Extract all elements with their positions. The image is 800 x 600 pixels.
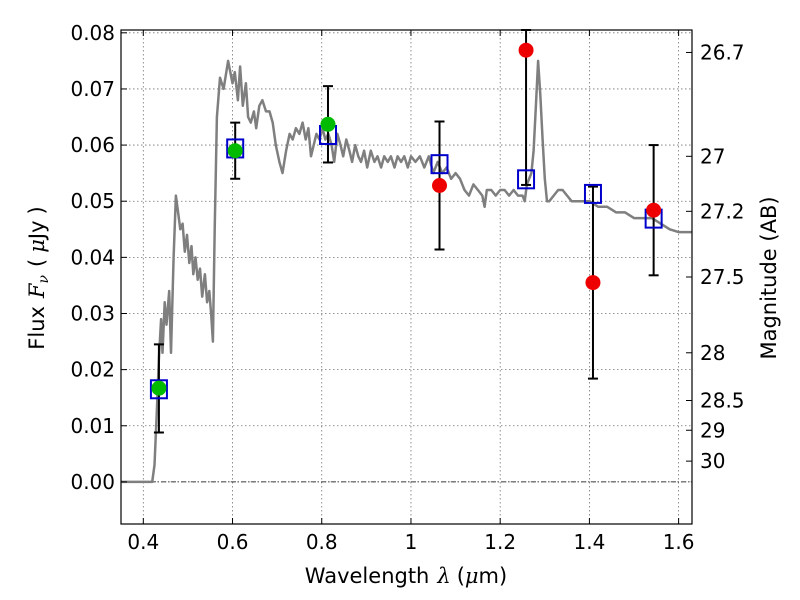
x-tick-label: 1.4 [573, 530, 605, 554]
y-tick-label: 0.04 [70, 245, 115, 269]
y2-tick-label: 30 [700, 449, 725, 473]
nondetection-point [585, 275, 601, 291]
model-bandpass-marker [517, 169, 536, 190]
x-axis-label: Wavelength λ (μm) [305, 564, 507, 588]
detection-point [151, 380, 167, 396]
x-tick-label: 1.6 [663, 530, 695, 554]
y-tick-label: 0.01 [70, 414, 115, 438]
x-tick-label: 0.4 [127, 530, 159, 554]
model-bandpass-layer [149, 124, 663, 400]
y2-tick-label: 27.2 [700, 199, 745, 223]
y2-tick-label: 29 [700, 418, 725, 442]
x-axis: 0.4 0.6 0.8 1 1.2 1.4 1.6 [127, 30, 695, 554]
x-tick-label: 0.8 [306, 530, 338, 554]
y-axis: 0.00 0.01 0.02 0.03 0.04 0.05 0.06 0.07 0.08 [70, 21, 127, 494]
y2-tick-label: 28.5 [700, 389, 745, 413]
detection-point [320, 116, 336, 132]
grid-layer [121, 30, 692, 524]
nondetection-point [432, 177, 448, 193]
y2-tick-label: 27.5 [700, 265, 745, 289]
x-tick-label: 1 [405, 530, 418, 554]
y-tick-label: 0.07 [70, 77, 115, 101]
detection-point [227, 143, 243, 159]
x-tick-label: 0.6 [217, 530, 249, 554]
model-spectrum-layer [121, 59, 692, 484]
y-axis-label: FluxFν(μJy) [25, 206, 52, 349]
y-tick-label: 0.06 [70, 133, 115, 157]
y-tick-label: 0.08 [70, 21, 115, 45]
y2-tick-label: 28 [700, 341, 725, 365]
y2-tick-label: 27 [700, 144, 725, 168]
y2-axis-label: Magnitude (AB) [757, 196, 781, 359]
model-bandpass-marker [583, 183, 602, 204]
y-tick-label: 0.02 [70, 358, 115, 382]
y2-tick-label: 26.7 [700, 40, 745, 64]
y-tick-label: 0.03 [70, 301, 115, 325]
errorbar-layer [153, 29, 659, 434]
photometry-layer [151, 42, 662, 396]
plot-frame [120, 29, 693, 525]
nondetection-point [646, 202, 662, 218]
x-tick-label: 1.2 [484, 530, 516, 554]
model-spectrum-line [121, 59, 692, 484]
y-tick-label: 0.00 [70, 470, 115, 494]
model-bandpass-marker [149, 379, 168, 400]
model-bandpass-marker [430, 154, 449, 175]
y-tick-label: 0.05 [70, 189, 115, 213]
nondetection-point [518, 42, 534, 58]
y2-axis: 26.7 27 27.2 27.5 28 28.5 29 30 [686, 40, 745, 473]
